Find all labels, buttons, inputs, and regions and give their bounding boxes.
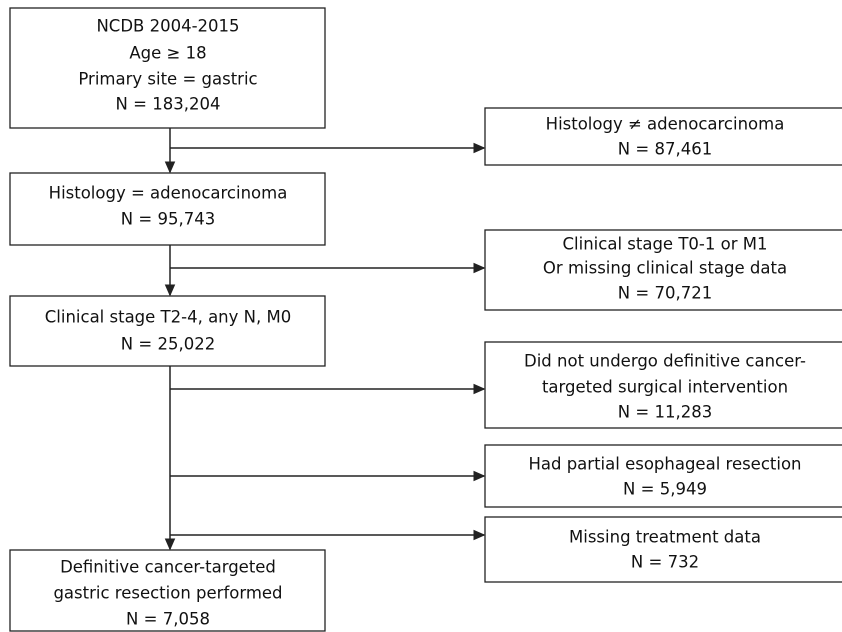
box-text: Had partial esophageal resection bbox=[528, 455, 801, 474]
box-text: Missing treatment data bbox=[569, 528, 761, 547]
box-text: gastric resection performed bbox=[53, 584, 282, 603]
box bbox=[9, 172, 326, 246]
box-text: N = 87,461 bbox=[618, 140, 712, 159]
box-text: Age ≥ 18 bbox=[129, 44, 206, 63]
box-text: N = 70,721 bbox=[618, 284, 712, 303]
box-text: N = 11,283 bbox=[618, 403, 712, 422]
box-text: Or missing clinical stage data bbox=[543, 259, 787, 278]
box bbox=[9, 295, 326, 367]
box-text: Clinical stage T0-1 or M1 bbox=[563, 235, 768, 254]
box bbox=[484, 107, 842, 166]
box-text: N = 95,743 bbox=[121, 210, 215, 229]
box bbox=[484, 516, 842, 583]
box bbox=[9, 549, 326, 632]
box-text: Clinical stage T2-4, any N, M0 bbox=[45, 308, 291, 327]
box bbox=[484, 229, 842, 311]
box bbox=[484, 341, 842, 429]
box-text: Primary site = gastric bbox=[78, 70, 257, 89]
box bbox=[484, 444, 842, 508]
box-text: N = 732 bbox=[631, 553, 699, 572]
connectors bbox=[164, 128, 486, 551]
box-text: Histology = adenocarcinoma bbox=[49, 184, 288, 203]
box-text: Histology ≠ adenocarcinoma bbox=[546, 115, 785, 134]
box-text: Did not undergo definitive cancer- bbox=[524, 352, 806, 371]
box-text: N = 7,058 bbox=[126, 610, 210, 629]
box-text: NCDB 2004-2015 bbox=[96, 17, 239, 36]
box-text: N = 25,022 bbox=[121, 335, 215, 354]
box-text: targeted surgical intervention bbox=[542, 378, 788, 397]
box-text: N = 5,949 bbox=[623, 480, 707, 499]
box-text: Definitive cancer-targeted bbox=[60, 558, 276, 577]
box bbox=[9, 7, 326, 129]
box-text: N = 183,204 bbox=[116, 95, 221, 114]
